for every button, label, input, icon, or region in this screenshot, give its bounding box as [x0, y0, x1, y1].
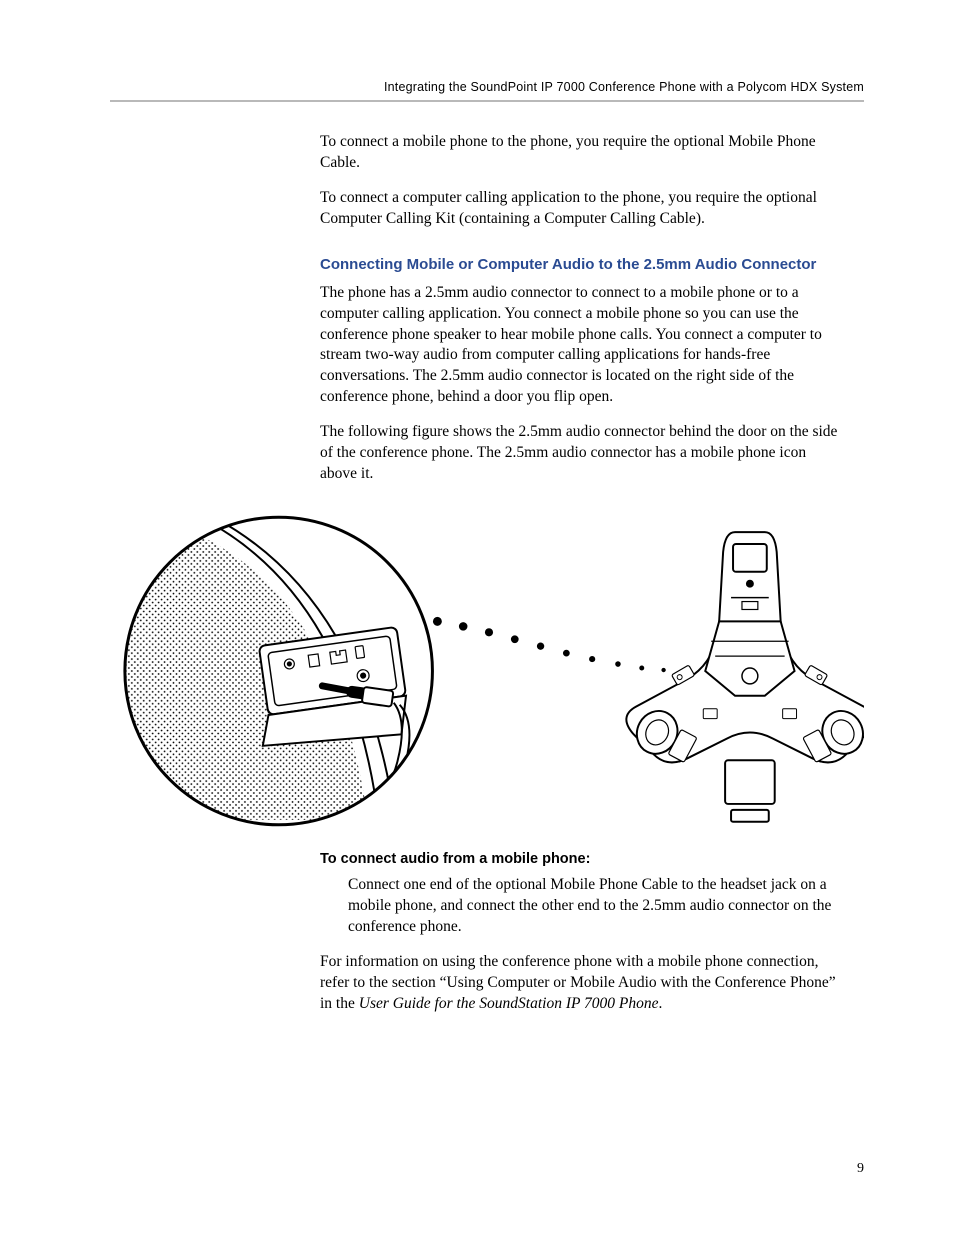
paragraph-intro-computer-kit: To connect a computer calling applicatio… — [320, 188, 844, 230]
page: Integrating the SoundPoint IP 7000 Confe… — [0, 0, 954, 1235]
page-number: 9 — [857, 1161, 864, 1177]
body-column-cont: To connect audio from a mobile phone: Co… — [320, 851, 844, 1015]
body-column: To connect a mobile phone to the phone, … — [320, 132, 844, 485]
paragraph-intro-mobile-cable: To connect a mobile phone to the phone, … — [320, 132, 844, 174]
step-connect-cable: Connect one end of the optional Mobile P… — [348, 875, 844, 938]
more-info-guide-title: User Guide for the SoundStation IP 7000 … — [359, 995, 659, 1012]
paragraph-figure-intro: The following figure shows the 2.5mm aud… — [320, 422, 844, 485]
figure-audio-connector — [110, 511, 864, 831]
section-heading-connecting-audio: Connecting Mobile or Computer Audio to t… — [320, 256, 844, 273]
figure-svg — [110, 511, 864, 831]
header-rule — [110, 100, 864, 102]
more-info-text-b: . — [659, 995, 663, 1012]
running-head: Integrating the SoundPoint IP 7000 Confe… — [110, 80, 864, 94]
sub-heading-to-connect: To connect audio from a mobile phone: — [320, 851, 844, 867]
paragraph-more-info: For information on using the conference … — [320, 952, 844, 1015]
paragraph-connector-desc: The phone has a 2.5mm audio connector to… — [320, 283, 844, 409]
